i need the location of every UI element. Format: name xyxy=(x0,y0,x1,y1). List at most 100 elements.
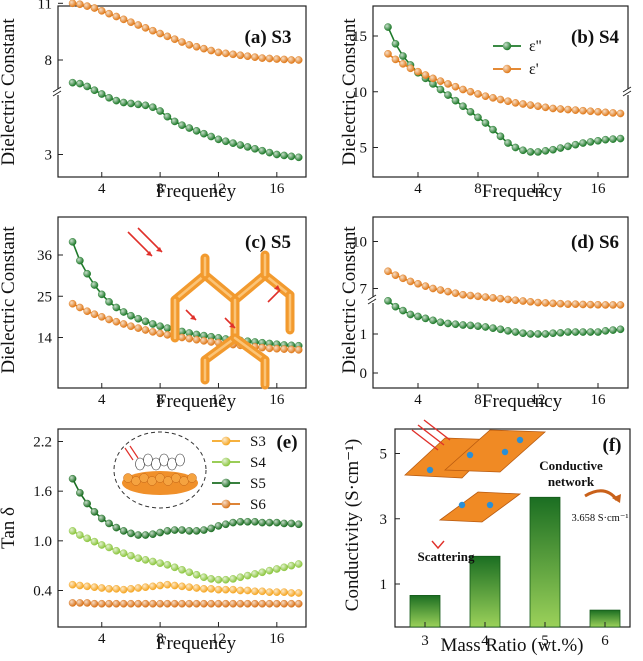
data-point xyxy=(549,329,557,338)
data-point xyxy=(68,238,77,246)
data-point xyxy=(406,64,415,73)
data-point xyxy=(83,499,91,508)
data-point xyxy=(141,101,150,110)
data-point xyxy=(609,301,617,309)
data-point xyxy=(556,105,565,113)
data-point xyxy=(251,145,259,153)
data-point xyxy=(185,124,194,132)
data-point xyxy=(192,570,201,579)
data-point xyxy=(526,148,535,156)
data-point xyxy=(265,518,274,527)
data-point xyxy=(178,526,186,534)
data-point xyxy=(399,306,407,315)
particle-shell xyxy=(143,453,153,467)
data-point xyxy=(474,113,482,122)
legend-label: S4 xyxy=(250,455,266,471)
data-point xyxy=(564,142,572,151)
y-tick-label: 11 xyxy=(38,0,52,12)
legend-label: ε' xyxy=(529,61,539,78)
data-point xyxy=(90,508,99,516)
particle xyxy=(155,473,165,483)
data-point xyxy=(97,90,106,98)
y-tick-label: 3 xyxy=(45,148,53,164)
data-point xyxy=(273,150,281,159)
wave-arrow xyxy=(423,419,451,441)
data-point xyxy=(526,101,535,109)
data-point xyxy=(221,575,230,584)
x-tick-label: 12 xyxy=(531,181,546,197)
y-tick-label: 3 xyxy=(380,512,388,528)
y-tick-label: 7 xyxy=(360,282,368,298)
y-tick-label: 14 xyxy=(37,331,53,347)
data-point xyxy=(444,319,452,328)
x-tick-label: 3 xyxy=(421,633,429,649)
data-point xyxy=(601,327,610,335)
arrow-head xyxy=(190,315,196,320)
data-point xyxy=(511,143,520,152)
data-point xyxy=(119,320,128,328)
data-point xyxy=(384,50,392,58)
data-point xyxy=(294,599,303,608)
plot-frame xyxy=(394,428,631,628)
data-point xyxy=(112,12,121,21)
data-point xyxy=(519,329,527,338)
data-point xyxy=(265,566,274,575)
data-point xyxy=(294,153,303,162)
data-point xyxy=(207,585,215,593)
legend-marker xyxy=(221,499,231,509)
x-tick-label: 8 xyxy=(156,392,164,408)
data-point xyxy=(214,522,223,530)
data-point xyxy=(616,301,625,309)
data-point xyxy=(90,310,99,319)
data-point xyxy=(579,106,587,115)
data-point xyxy=(280,151,288,160)
series-line xyxy=(72,81,299,159)
data-point xyxy=(273,565,281,573)
data-point xyxy=(112,599,121,608)
data-point xyxy=(127,585,135,593)
data-point xyxy=(586,138,595,146)
data-point xyxy=(406,310,415,319)
panel-a: 4 8 12 16 3 8 11 Frequency Dielectric Constant (a… xyxy=(0,0,307,202)
data-point xyxy=(170,35,179,44)
data-point xyxy=(141,556,150,564)
data-point xyxy=(265,54,274,63)
data-point xyxy=(163,561,172,569)
data-point xyxy=(156,528,164,537)
data-point xyxy=(399,52,407,60)
wave-arrow xyxy=(127,231,153,257)
data-point xyxy=(391,40,400,48)
data-point xyxy=(178,599,186,608)
data-point xyxy=(273,599,281,608)
x-tick-label: 16 xyxy=(269,392,285,408)
data-point xyxy=(511,99,520,107)
data-point xyxy=(105,599,113,608)
data-point xyxy=(214,135,223,144)
annotation-value: 3.658 S·cm⁻¹ xyxy=(571,513,628,524)
data-point xyxy=(294,560,303,568)
strut-highlight xyxy=(203,273,237,302)
data-point xyxy=(119,599,128,608)
data-point xyxy=(549,145,557,154)
data-point xyxy=(236,599,245,608)
x-tick-label: 4 xyxy=(481,633,489,649)
data-point xyxy=(541,330,550,338)
data-point xyxy=(68,527,77,535)
data-point xyxy=(97,313,106,321)
data-point xyxy=(280,519,288,528)
y-axis-label: Dielectric Constant xyxy=(0,18,19,166)
data-point xyxy=(287,561,296,570)
bar xyxy=(529,496,561,628)
data-point xyxy=(609,135,617,143)
x-tick-label: 4 xyxy=(98,181,106,197)
conductive-particle xyxy=(501,448,509,456)
axis-break-gap xyxy=(54,89,62,95)
x-tick-label: 8 xyxy=(474,181,482,197)
data-point xyxy=(459,85,467,94)
data-point xyxy=(119,98,128,107)
data-point xyxy=(287,519,296,528)
data-point xyxy=(112,317,121,326)
y-tick-label: 1 xyxy=(380,577,388,593)
data-point xyxy=(156,559,164,567)
